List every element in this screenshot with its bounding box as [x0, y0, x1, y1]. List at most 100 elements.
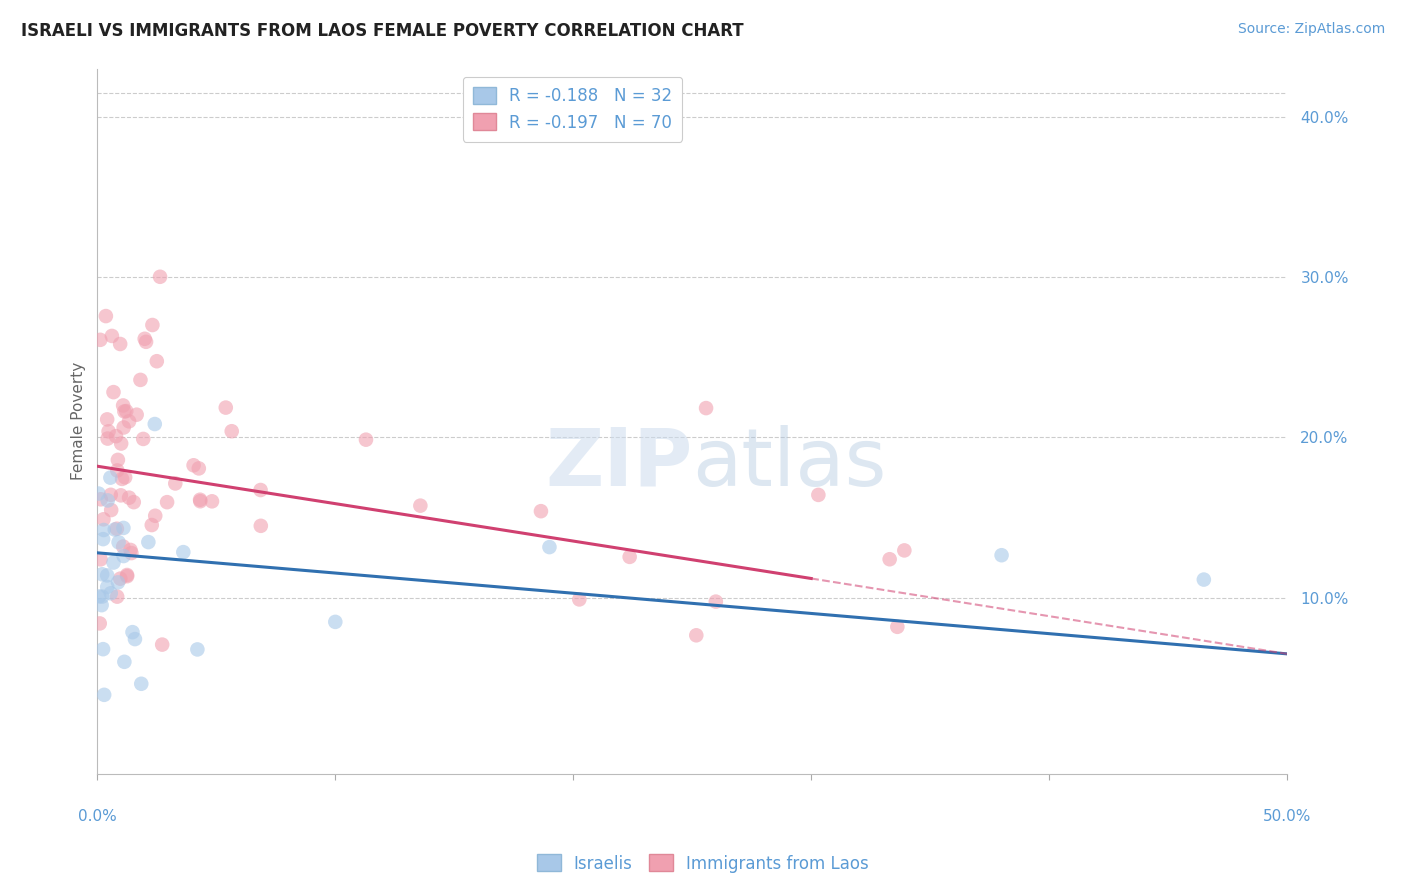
Text: Source: ZipAtlas.com: Source: ZipAtlas.com	[1237, 22, 1385, 37]
Point	[96, 412, 118, 426]
Point	[112, 399, 135, 413]
Point	[120, 543, 142, 558]
Point	[215, 401, 238, 415]
Point	[249, 483, 271, 497]
Point	[114, 470, 136, 484]
Point	[105, 522, 128, 536]
Point	[149, 269, 172, 284]
Point	[97, 432, 120, 446]
Point	[879, 552, 901, 566]
Point	[100, 470, 122, 484]
Point	[695, 401, 717, 415]
Point	[118, 414, 141, 428]
Point	[107, 535, 129, 549]
Point	[111, 472, 134, 486]
Point	[91, 590, 114, 604]
Point	[201, 494, 224, 508]
Point	[112, 540, 135, 554]
Point	[107, 575, 129, 590]
Point	[108, 337, 131, 351]
Point	[538, 540, 561, 554]
Text: 50.0%: 50.0%	[1263, 809, 1312, 824]
Point	[115, 404, 138, 418]
Point	[96, 568, 118, 582]
Point	[103, 556, 125, 570]
Point	[94, 309, 117, 323]
Text: atlas: atlas	[692, 425, 887, 503]
Point	[91, 642, 114, 657]
Point	[110, 488, 132, 502]
Point	[143, 508, 166, 523]
Point	[89, 616, 111, 631]
Point	[121, 625, 143, 640]
Point	[141, 318, 163, 332]
Point	[150, 638, 173, 652]
Point	[112, 420, 135, 434]
Point	[105, 463, 128, 477]
Point	[93, 523, 115, 537]
Point	[90, 598, 112, 612]
Y-axis label: Female Poverty: Female Poverty	[72, 362, 86, 481]
Point	[96, 580, 118, 594]
Point	[323, 615, 346, 629]
Point	[115, 569, 138, 583]
Point	[125, 408, 148, 422]
Point	[89, 333, 111, 347]
Point	[188, 492, 211, 507]
Point	[87, 590, 110, 604]
Text: 0.0%: 0.0%	[77, 809, 117, 824]
Point	[97, 425, 120, 439]
Point	[886, 620, 908, 634]
Point	[115, 568, 138, 582]
Point	[91, 567, 114, 582]
Point	[172, 545, 194, 559]
Legend: Israelis, Immigrants from Laos: Israelis, Immigrants from Laos	[530, 847, 876, 880]
Point	[100, 503, 122, 517]
Point	[249, 518, 271, 533]
Point	[568, 592, 591, 607]
Point	[188, 494, 211, 508]
Point	[90, 552, 112, 566]
Point	[129, 677, 152, 691]
Point	[124, 632, 146, 646]
Point	[186, 642, 208, 657]
Point	[105, 429, 128, 443]
Point	[90, 492, 112, 507]
Point	[143, 417, 166, 431]
Point	[87, 486, 110, 500]
Point	[97, 493, 120, 508]
Point	[112, 549, 135, 563]
Point	[107, 453, 129, 467]
Point	[110, 572, 132, 586]
Point	[354, 433, 377, 447]
Point	[409, 499, 432, 513]
Point	[1192, 573, 1215, 587]
Legend: R = -0.188   N = 32, R = -0.197   N = 70: R = -0.188 N = 32, R = -0.197 N = 70	[463, 77, 682, 142]
Point	[93, 688, 115, 702]
Point	[221, 424, 243, 438]
Text: ZIP: ZIP	[546, 425, 692, 503]
Point	[183, 458, 205, 473]
Point	[118, 491, 141, 505]
Point	[704, 594, 727, 608]
Point	[685, 628, 707, 642]
Point	[93, 512, 115, 526]
Point	[530, 504, 553, 518]
Point	[134, 332, 156, 346]
Point	[122, 495, 145, 509]
Point	[101, 329, 124, 343]
Point	[100, 586, 122, 600]
Point	[138, 535, 160, 549]
Point	[141, 518, 163, 533]
Point	[146, 354, 169, 368]
Point	[120, 546, 142, 560]
Text: ISRAELI VS IMMIGRANTS FROM LAOS FEMALE POVERTY CORRELATION CHART: ISRAELI VS IMMIGRANTS FROM LAOS FEMALE P…	[21, 22, 744, 40]
Point	[893, 543, 915, 558]
Point	[104, 523, 127, 537]
Point	[112, 404, 135, 418]
Point	[103, 385, 125, 400]
Point	[132, 432, 155, 446]
Point	[112, 655, 135, 669]
Point	[165, 476, 187, 491]
Point	[807, 488, 830, 502]
